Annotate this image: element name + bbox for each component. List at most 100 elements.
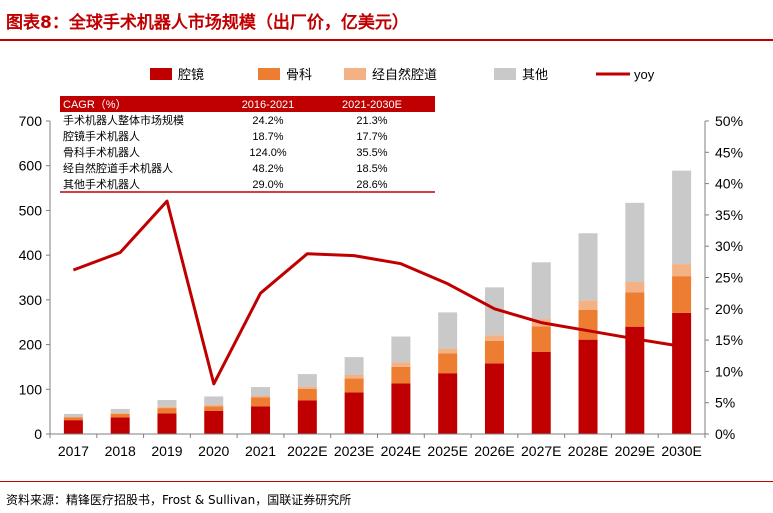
stacked-bar-line-chart: 腔镜 骨科 经自然腔道 其他 yoy 0 100 200 300 400 500 600 700 0% 5%… bbox=[19, 67, 743, 459]
bar-1-2023E bbox=[344, 392, 364, 434]
table-cell-r5c3: 28.6% bbox=[356, 179, 387, 191]
bar-3-2020 bbox=[204, 404, 224, 407]
bar-1-2020 bbox=[204, 410, 224, 434]
bar-2-2029E bbox=[625, 292, 645, 327]
left-tick-label: 300 bbox=[19, 292, 43, 308]
table-cell-r2c3: 17.7% bbox=[356, 131, 387, 143]
left-tick-label: 500 bbox=[19, 202, 43, 218]
bar-1-2019 bbox=[157, 413, 177, 434]
bar-1-2021 bbox=[251, 406, 271, 434]
right-tick-label: 10% bbox=[715, 363, 743, 379]
bar-4-2020 bbox=[204, 396, 224, 405]
table-cell-r5c1: 其他手术机器人 bbox=[63, 177, 140, 191]
bar-1-2017 bbox=[63, 420, 83, 434]
table-cell-r1c3: 21.3% bbox=[356, 115, 387, 127]
x-tick-label-2017: 2017 bbox=[58, 443, 89, 459]
x-tick-label-2022E: 2022E bbox=[287, 443, 327, 459]
x-tick-label-2027E: 2027E bbox=[521, 443, 561, 459]
table-cell-r3c3: 35.5% bbox=[356, 147, 387, 159]
left-tick-label: 0 bbox=[34, 426, 42, 442]
bar-2-2022E bbox=[297, 388, 317, 401]
bar-1-2029E bbox=[625, 326, 645, 434]
bar-4-2025E bbox=[438, 312, 458, 349]
left-tick-label: 400 bbox=[19, 247, 43, 263]
left-tick-label: 200 bbox=[19, 337, 43, 353]
bar-1-2018 bbox=[110, 417, 130, 434]
legend-swatch-4 bbox=[494, 68, 516, 80]
bar-4-2021 bbox=[251, 387, 271, 396]
legend-label-1: 腔镜 bbox=[178, 67, 204, 82]
bar-3-2030E bbox=[672, 264, 692, 277]
table-cell-r4c2: 48.2% bbox=[252, 163, 283, 175]
bar-3-2026E bbox=[484, 335, 504, 341]
bar-4-2027E bbox=[531, 262, 551, 320]
source-rule bbox=[0, 481, 773, 482]
right-tick-label: 5% bbox=[715, 395, 735, 411]
bar-4-2019 bbox=[157, 400, 177, 407]
bar-1-2022E bbox=[297, 400, 317, 434]
bar-2-2017 bbox=[63, 417, 83, 421]
left-axis: 0 100 200 300 400 500 600 700 bbox=[19, 113, 51, 442]
legend-label-3: 经自然腔道 bbox=[372, 67, 437, 82]
bar-4-2017 bbox=[63, 413, 83, 418]
legend-swatch-2 bbox=[258, 68, 280, 80]
x-tick-label-2021: 2021 bbox=[245, 443, 276, 459]
bar-3-2024E bbox=[391, 362, 411, 367]
bar-4-2030E bbox=[672, 170, 692, 265]
right-tick-label: 25% bbox=[715, 270, 743, 286]
x-tick-label-2023E: 2023E bbox=[334, 443, 374, 459]
table-header-cell: 2021-2030E bbox=[342, 99, 402, 111]
legend-label-4: 其他 bbox=[522, 67, 548, 82]
right-tick-label: 35% bbox=[715, 207, 743, 223]
left-tick-label: 700 bbox=[19, 113, 43, 129]
bar-4-2029E bbox=[625, 202, 645, 282]
bar-1-2024E bbox=[391, 383, 411, 434]
bar-2-2030E bbox=[672, 276, 692, 313]
table-cell-r2c2: 18.7% bbox=[252, 131, 283, 143]
title-bar: 图表8：全球手术机器人市场规模（出厂价，亿美元） bbox=[0, 0, 773, 41]
table-cell-r3c1: 骨科手术机器人 bbox=[63, 145, 140, 159]
table-header-cell: CAGR（%） bbox=[63, 98, 127, 111]
legend-label-yoy: yoy bbox=[634, 67, 655, 82]
x-tick-label-2025E: 2025E bbox=[427, 443, 467, 459]
x-tick-label-2018: 2018 bbox=[105, 443, 136, 459]
yoy-line bbox=[72, 199, 682, 386]
x-axis: 2017 2018 2019 2020 2021 2022E 2023E 2024E 2025E… bbox=[49, 433, 706, 459]
left-tick-label: 100 bbox=[19, 381, 43, 397]
x-tick-label-2029E: 2029E bbox=[615, 443, 655, 459]
table-cell-r4c3: 18.5% bbox=[356, 163, 387, 175]
left-tick-label: 600 bbox=[19, 158, 43, 174]
right-tick-label: 0% bbox=[715, 426, 735, 442]
legend-swatch-1 bbox=[150, 68, 172, 80]
legend: 腔镜 骨科 经自然腔道 其他 yoy bbox=[150, 67, 655, 82]
bar-2-2019 bbox=[157, 408, 177, 414]
bar-4-2024E bbox=[391, 336, 411, 363]
table-cell-r4c1: 经自然腔道手术机器人 bbox=[63, 161, 173, 175]
table-cell-r2c1: 腔镜手术机器人 bbox=[63, 129, 140, 143]
figure-title: 图表8：全球手术机器人市场规模（出厂价，亿美元） bbox=[6, 13, 409, 33]
bar-4-2018 bbox=[110, 408, 130, 413]
x-tick-label-2020: 2020 bbox=[198, 443, 229, 459]
source-note: 资料来源：精锋医疗招股书，Frost & Sullivan，国联证券研究所 bbox=[6, 493, 352, 507]
right-tick-label: 50% bbox=[715, 113, 743, 129]
x-tick-label-2028E: 2028E bbox=[568, 443, 608, 459]
bar-2-2025E bbox=[438, 353, 458, 374]
bar-2-2028E bbox=[578, 309, 598, 340]
bar-2-2020 bbox=[204, 406, 224, 411]
bar-2-2027E bbox=[531, 326, 551, 352]
bar-group bbox=[63, 170, 692, 434]
table-body-bg bbox=[60, 112, 435, 192]
right-axis: 0% 5% 10% 15% 20% 25% 30% 35% 40% 45% 50% bbox=[704, 113, 743, 442]
bar-4-2028E bbox=[578, 233, 598, 301]
bar-1-2030E bbox=[672, 312, 692, 434]
table-cell-r1c1: 手术机器人整体市场规模 bbox=[63, 113, 184, 127]
bar-3-2021 bbox=[251, 395, 271, 398]
table-cell-r3c2: 124.0% bbox=[249, 147, 287, 159]
legend-swatch-3 bbox=[344, 68, 366, 80]
cagr-table: CAGR（%） 2016-2021 2021-2030E 手术机器人整体市场规模 24.… bbox=[60, 96, 435, 193]
bar-2-2026E bbox=[484, 340, 504, 364]
bar-4-2023E bbox=[344, 357, 364, 375]
bar-3-2018 bbox=[110, 412, 130, 414]
bar-1-2028E bbox=[578, 339, 598, 434]
table-header-bg bbox=[60, 96, 435, 112]
